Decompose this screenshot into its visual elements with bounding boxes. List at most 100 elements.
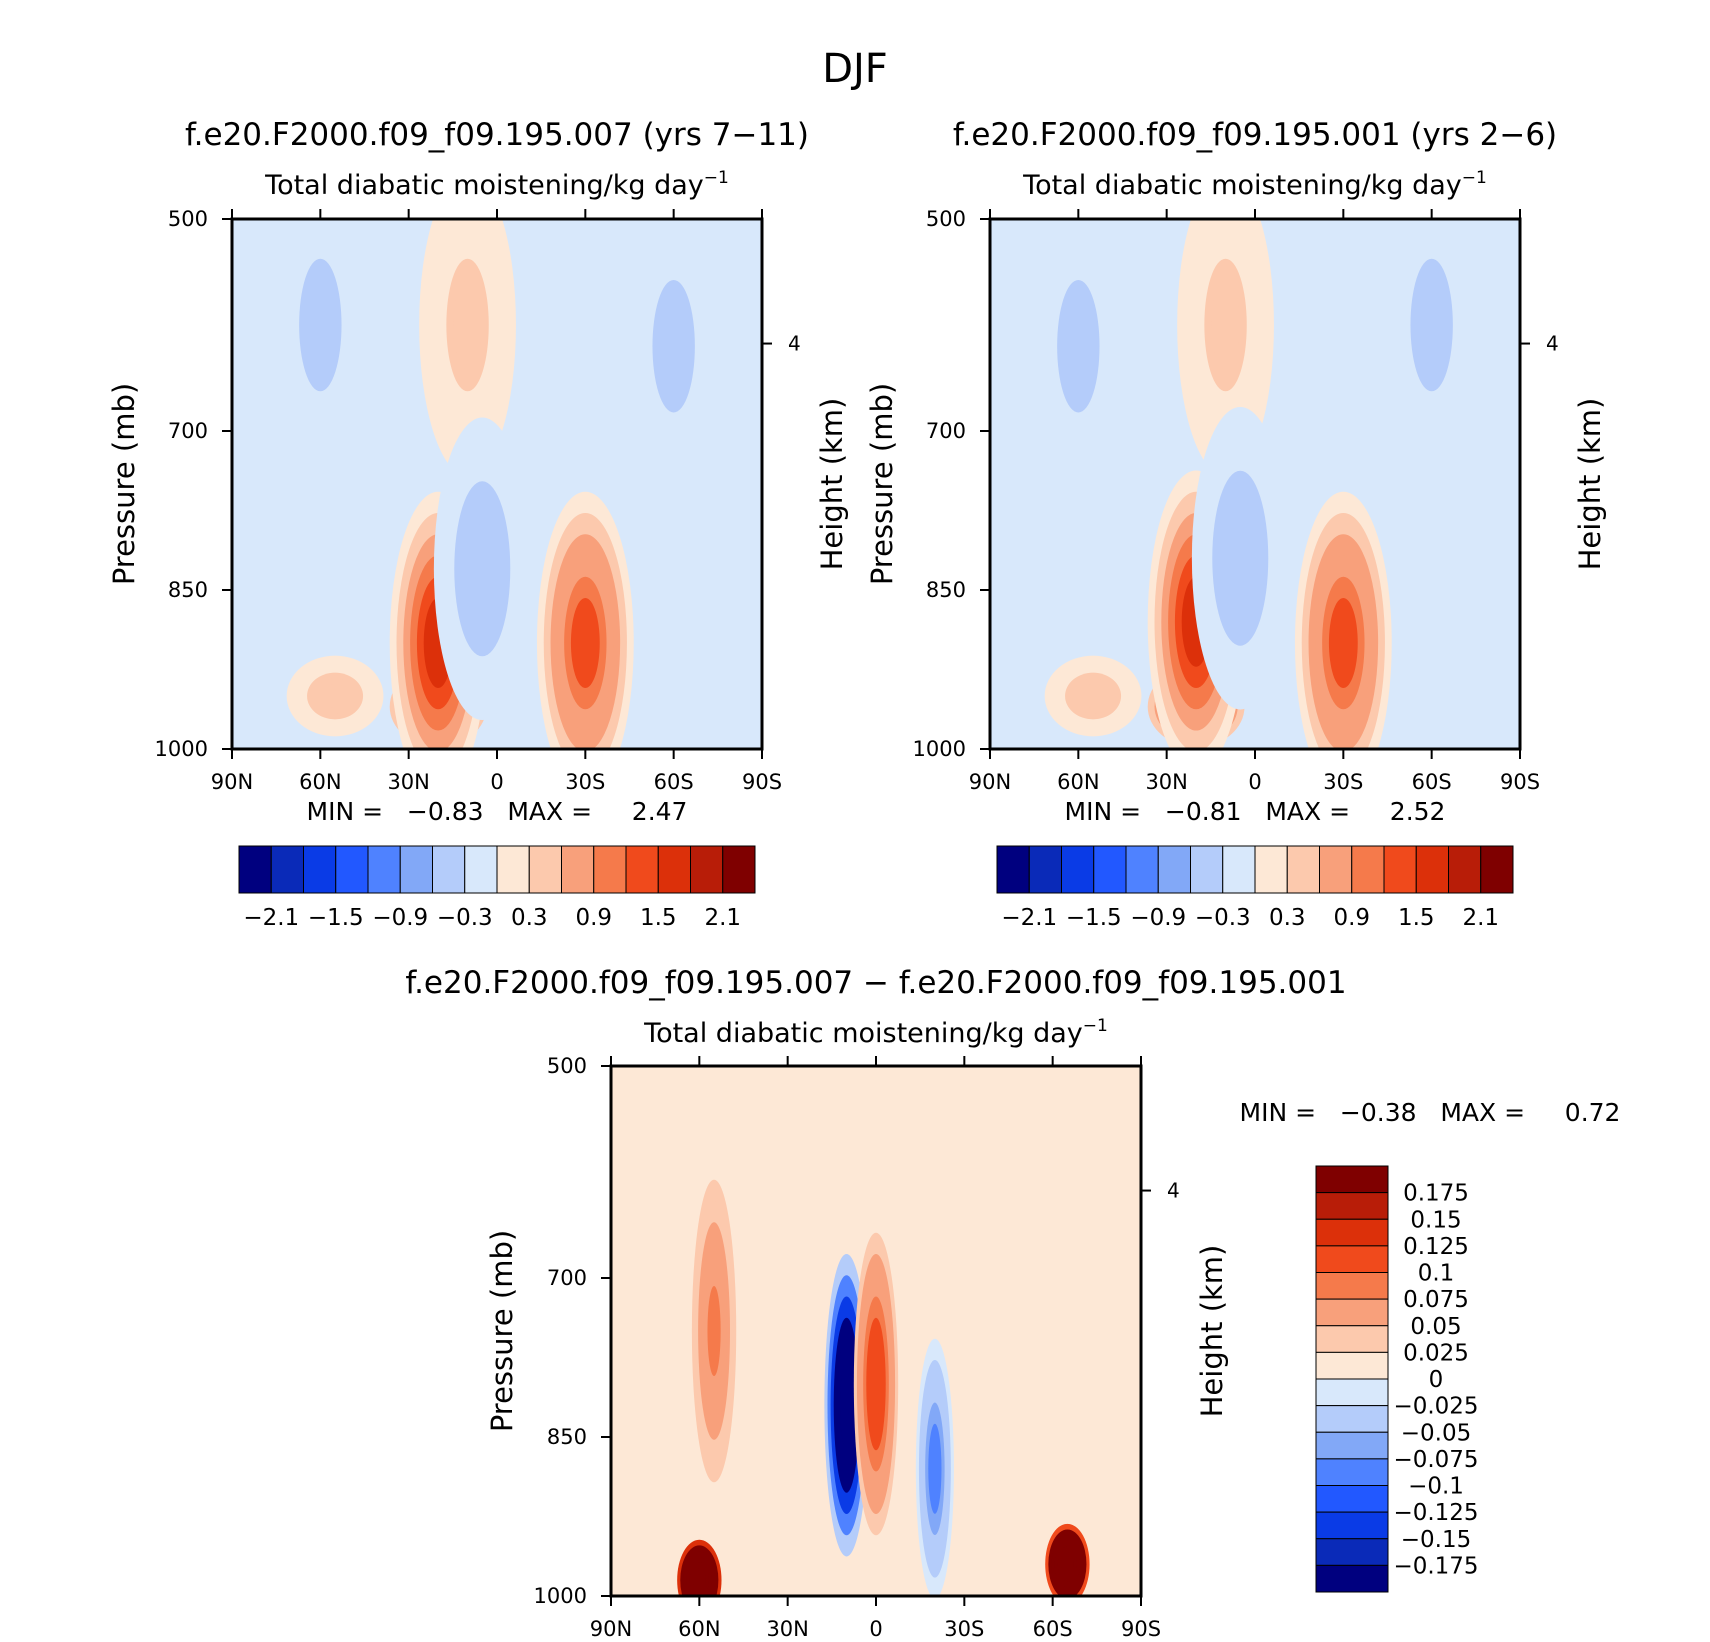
colorbar-swatch <box>1315 1564 1389 1593</box>
panel-subtitle: Total diabatic moistening/kg day−1 <box>643 1016 1108 1049</box>
x-tick-label: 30N <box>387 770 429 794</box>
colorbar-swatch <box>464 845 498 894</box>
colorbar-swatch <box>1448 845 1482 894</box>
colorbar-swatch <box>1315 1245 1389 1273</box>
colorbar-swatch <box>1315 1351 1389 1380</box>
colorbar-swatch <box>1315 1272 1389 1300</box>
colorbar-swatch <box>270 845 304 894</box>
x-tick-label: 60S <box>654 770 694 794</box>
colorbar-swatch <box>1351 845 1385 894</box>
y-axis-label: Pressure (mb) <box>485 1230 519 1432</box>
colorbar-label: −0.9 <box>1130 905 1186 931</box>
panel-subtitle: Total diabatic moistening/kg day−1 <box>264 168 729 201</box>
x-tick-label: 60N <box>1057 770 1099 794</box>
colorbar: −2.1 −1.5 −0.9 −0.3 0.3 0.9 1.5 2.1 <box>996 845 1514 931</box>
axes: 90N 60N 30N 0 30S 60S 90S 500 700 850 1000 4 <box>534 1054 1180 1641</box>
colorbar-swatch <box>722 845 756 894</box>
colorbar-swatch <box>1222 845 1256 894</box>
colorbar-swatch <box>496 845 530 894</box>
colorbar-label: 0 <box>1429 1367 1444 1393</box>
colorbar-label: −1.5 <box>1066 905 1122 931</box>
y-tick-label: 700 <box>168 419 208 443</box>
colorbar-label: 0.05 <box>1410 1314 1461 1340</box>
y-tick-label: 850 <box>926 578 966 602</box>
colorbar-swatch <box>625 845 659 894</box>
x-tick-label: 90N <box>590 1617 632 1641</box>
colorbar-swatch <box>1061 845 1095 894</box>
colorbar-label: −1.5 <box>308 905 364 931</box>
colorbar-swatch <box>1125 845 1159 894</box>
contour-region <box>869 1339 883 1429</box>
x-tick-label: 60N <box>299 770 341 794</box>
y-right-tick-label: 4 <box>788 332 801 356</box>
colorbar-swatch <box>1315 1538 1389 1566</box>
colorbar-swatch <box>561 845 595 894</box>
x-tick-label: 30N <box>1145 770 1187 794</box>
colorbar-label: −0.025 <box>1393 1394 1478 1420</box>
colorbar-label: 0.125 <box>1403 1234 1469 1260</box>
y-tick-label: 1000 <box>534 1584 587 1608</box>
colorbar-swatch <box>1157 845 1191 894</box>
x-tick-label: 0 <box>490 770 503 794</box>
y-right-tick-label: 4 <box>1167 1179 1180 1203</box>
x-tick-label: 0 <box>1248 770 1261 794</box>
y-right-tick-label: 4 <box>1546 332 1559 356</box>
figure-title: DJF <box>822 46 888 92</box>
x-tick-label: 90N <box>969 770 1011 794</box>
colorbar-swatch <box>1315 1218 1389 1247</box>
contour-region <box>467 523 497 614</box>
colorbar-swatch <box>1319 845 1353 894</box>
min-max-label: MIN = −0.81 MAX = 2.52 <box>1065 797 1446 826</box>
colorbar-label: 0.9 <box>1333 905 1370 931</box>
axes: 90N 60N 30N 0 30S 60S 90S 500 700 850 1000 4 <box>155 207 801 794</box>
colorbar-swatch <box>593 845 627 894</box>
colorbar-swatch <box>996 845 1030 894</box>
contour-region <box>570 598 600 688</box>
y-tick-label: 1000 <box>155 737 208 761</box>
x-tick-label: 30S <box>1323 770 1363 794</box>
contour-region <box>453 280 482 370</box>
x-tick-label: 90S <box>1121 1617 1161 1641</box>
y-axis-right-label: Height (km) <box>815 398 849 571</box>
colorbar-swatch <box>1315 1325 1389 1353</box>
contour-region <box>707 1286 721 1376</box>
colorbar-label: 0.9 <box>575 905 612 931</box>
panel-001: f.e20.F2000.f09_f09.195.001 (yrs 2−6) To… <box>865 117 1607 931</box>
colorbar-swatch <box>238 845 272 894</box>
colorbar-swatch <box>367 845 401 894</box>
y-tick-label: 500 <box>926 207 966 231</box>
y-tick-label: 500 <box>547 1054 587 1078</box>
panel-title: f.e20.F2000.f09_f09.195.007 − f.e20.F200… <box>405 965 1346 1001</box>
colorbar-swatch <box>303 845 337 894</box>
y-axis-right-label: Height (km) <box>1195 1245 1229 1418</box>
colorbar-label: 2.1 <box>704 905 741 931</box>
contour-region <box>1328 598 1358 688</box>
x-tick-label: 30S <box>944 1617 984 1641</box>
contour-region <box>1060 1552 1074 1577</box>
colorbar-label: −0.075 <box>1393 1447 1478 1473</box>
colorbar-label: 2.1 <box>1462 905 1499 931</box>
panel-subtitle: Total diabatic moistening/kg day−1 <box>1022 168 1487 201</box>
contour-region <box>1078 684 1108 708</box>
contour-region <box>659 301 689 392</box>
plot-field <box>611 1066 1141 1596</box>
contour-region <box>320 684 350 708</box>
min-max-label: MIN = −0.83 MAX = 2.47 <box>307 797 688 826</box>
colorbar-label: 0.025 <box>1403 1340 1469 1366</box>
colorbar-label: −0.9 <box>372 905 428 931</box>
min-max-label: MIN = −0.38 MAX = 0.72 <box>1240 1098 1621 1127</box>
colorbar-label: 0.175 <box>1403 1181 1469 1207</box>
colorbar-label: 0.075 <box>1403 1287 1469 1313</box>
colorbar-label: −0.125 <box>1393 1500 1478 1526</box>
x-tick-label: 60N <box>678 1617 720 1641</box>
colorbar-label: −0.3 <box>1195 905 1251 931</box>
colorbar-label: 0.1 <box>1418 1261 1455 1287</box>
colorbar-swatch <box>1315 1511 1389 1540</box>
x-tick-label: 30N <box>766 1617 808 1641</box>
y-tick-label: 850 <box>168 578 208 602</box>
colorbar-label: −0.05 <box>1401 1420 1471 1446</box>
panel-diff: f.e20.F2000.f09_f09.195.007 − f.e20.F200… <box>405 965 1620 1641</box>
y-tick-label: 500 <box>168 207 208 231</box>
contour-region <box>1211 280 1240 370</box>
